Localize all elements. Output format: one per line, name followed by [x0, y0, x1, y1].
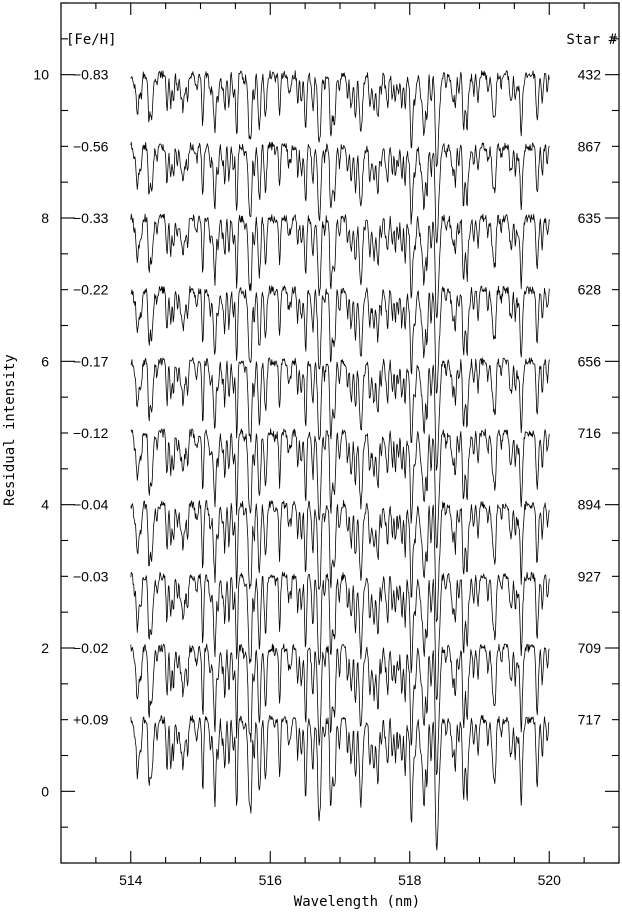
star-number: 656	[578, 353, 602, 369]
x-tick-label: 514	[119, 872, 143, 888]
spectrum-line	[130, 213, 550, 319]
star-number: 628	[578, 282, 602, 298]
star-number: 709	[578, 640, 602, 656]
y-tick-label: 6	[41, 353, 49, 369]
feh-value: −0.22	[73, 282, 109, 298]
y-axis-label: Residual intensity	[2, 354, 18, 506]
feh-value: −0.12	[73, 425, 109, 441]
spectrum-line	[130, 285, 550, 394]
labels-group: −0.83 432 −0.56 867 −0.33 635 −0.22 628 −0.17 656…	[73, 67, 601, 728]
spectrum-line	[130, 428, 550, 549]
star-number: 867	[578, 138, 602, 154]
y-tick-label: 0	[41, 783, 49, 799]
x-tick-label: 516	[259, 872, 283, 888]
spectrum-line	[130, 500, 550, 622]
feh-value: −0.04	[73, 497, 109, 513]
feh-value: −0.02	[73, 640, 109, 656]
y-tick-label: 4	[41, 497, 49, 513]
star-number: 894	[578, 497, 602, 513]
x-axis-label: Wavelength (nm)	[294, 894, 420, 910]
star-number: 432	[578, 67, 602, 83]
spectrum-line	[130, 715, 550, 851]
star-header: Star #	[566, 32, 617, 48]
feh-value: −0.17	[73, 353, 109, 369]
spectrum-line	[130, 571, 550, 700]
feh-value: +0.09	[73, 712, 109, 728]
star-number: 716	[578, 425, 602, 441]
star-number: 635	[578, 210, 602, 226]
feh-value: −0.33	[73, 210, 109, 226]
x-tick-label: 520	[538, 872, 562, 888]
feh-value: −0.56	[73, 138, 109, 154]
axis-ticks: 514 516 518 520 0 2 4 6 8 10	[33, 2, 620, 888]
y-tick-label: 2	[41, 640, 49, 656]
feh-value: −0.83	[73, 67, 109, 83]
y-tick-label: 8	[41, 210, 49, 226]
y-tick-label: 10	[33, 67, 49, 83]
spectrum-line	[130, 643, 550, 776]
star-number: 927	[578, 568, 602, 584]
spectra-group	[130, 70, 550, 851]
spectrum-line	[130, 70, 550, 167]
star-number: 717	[578, 712, 602, 728]
x-tick-label: 518	[398, 872, 422, 888]
spectrum-line	[130, 141, 550, 244]
feh-header: [Fe/H]	[66, 32, 117, 48]
spectrum-line	[130, 357, 550, 471]
feh-value: −0.03	[73, 568, 109, 584]
